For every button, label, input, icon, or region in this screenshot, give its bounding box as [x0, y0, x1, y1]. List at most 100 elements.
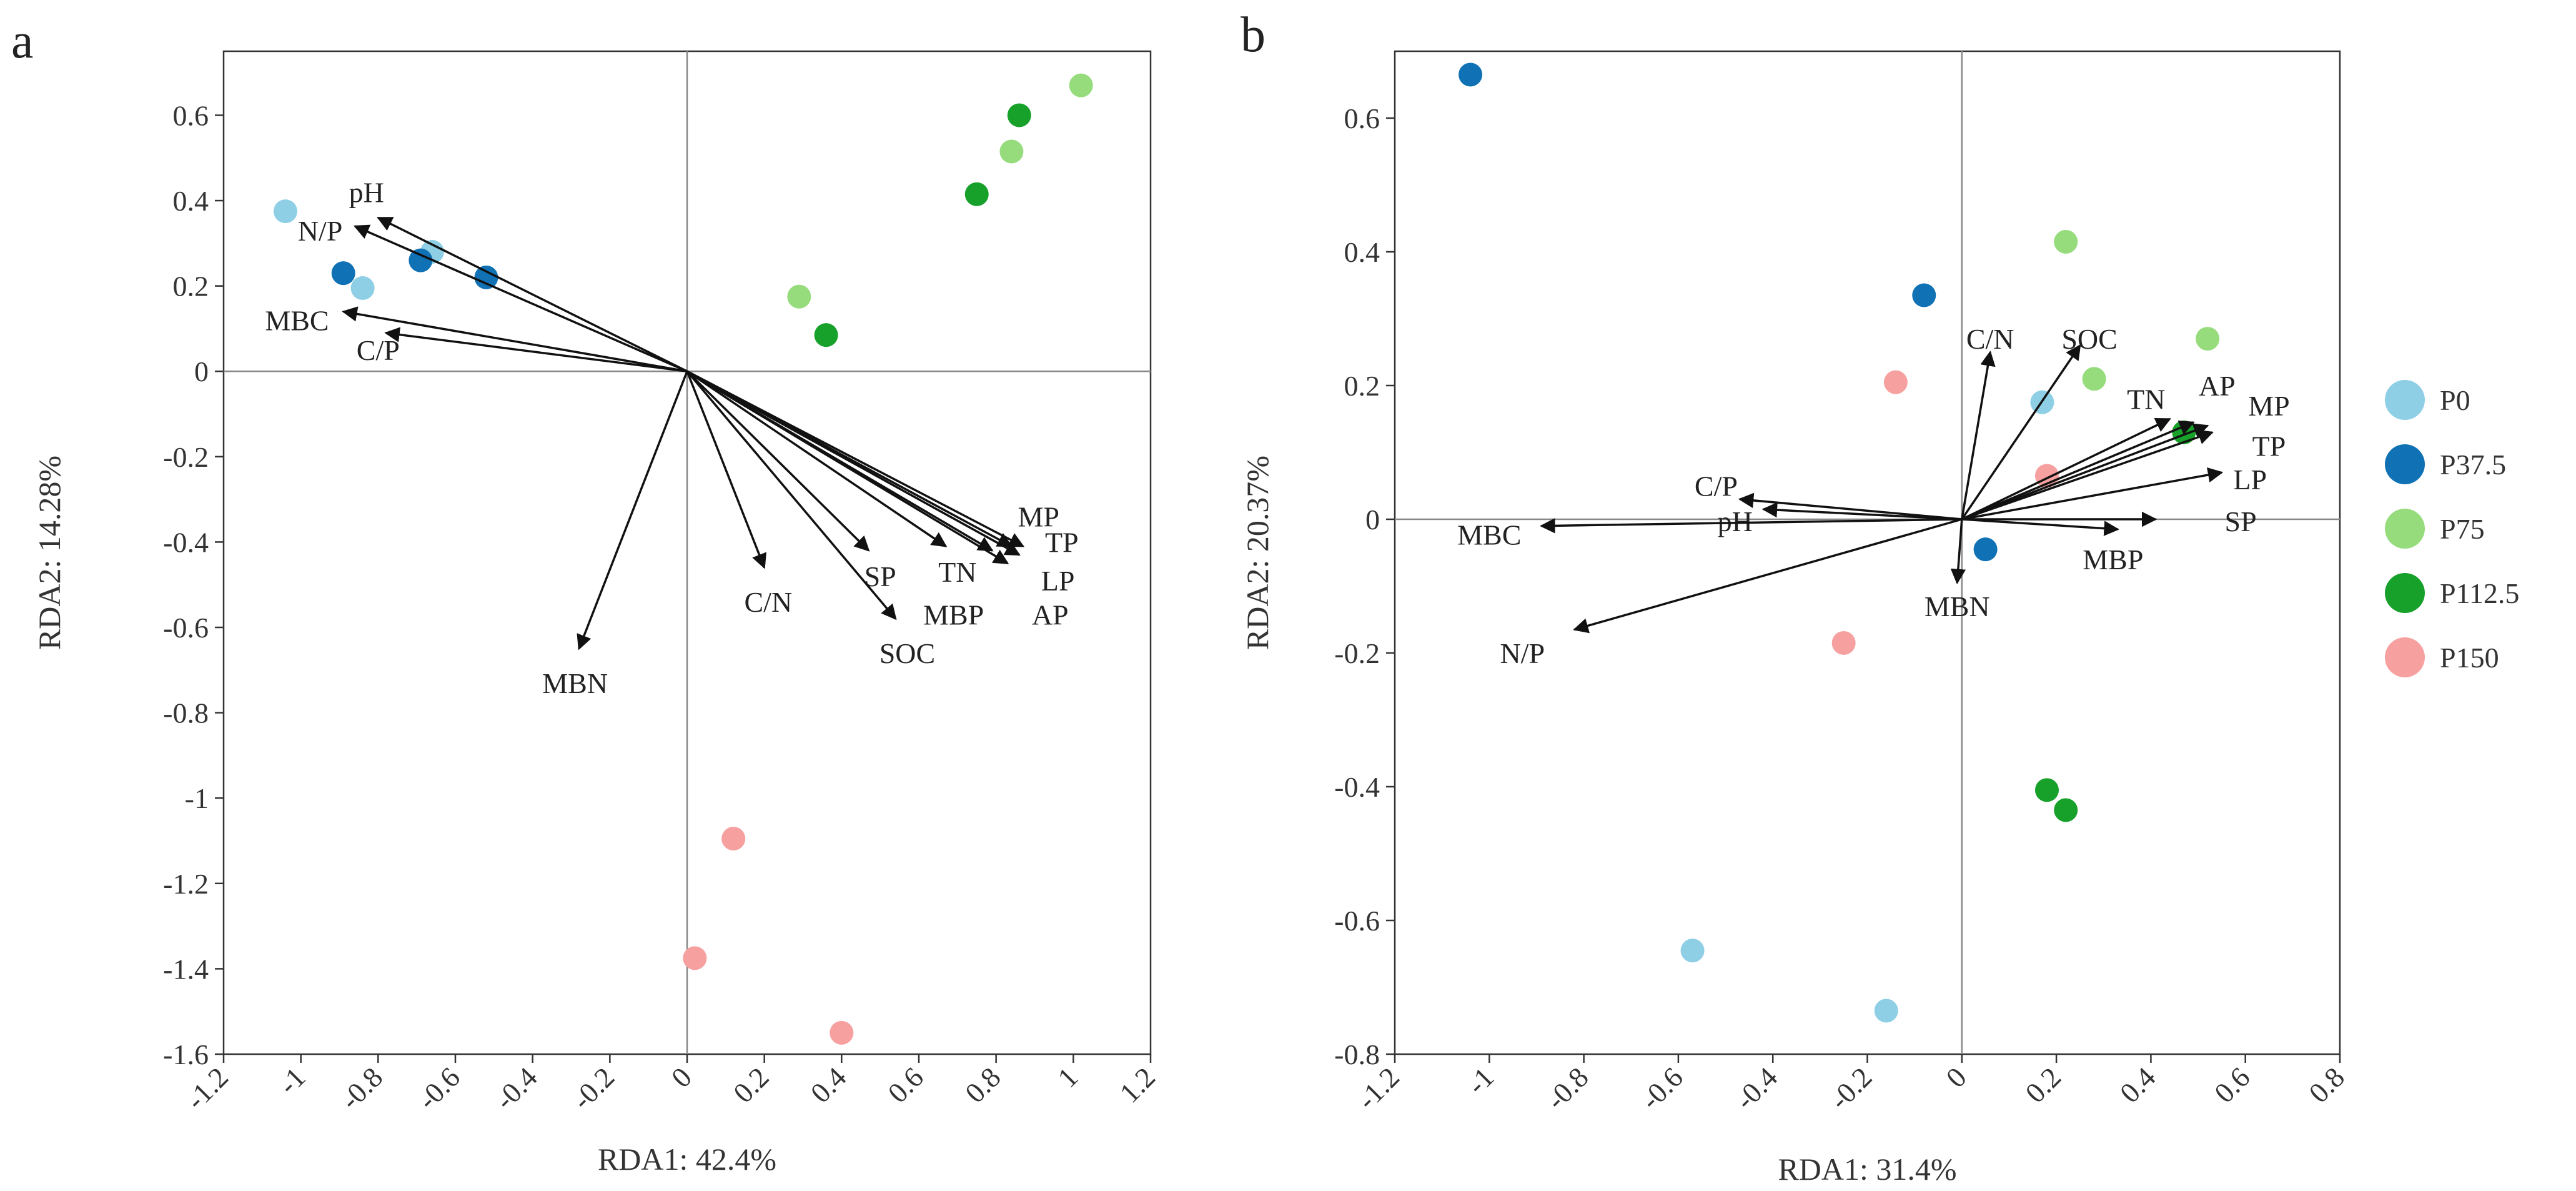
panel-a-x-tick-label: 0.2: [727, 1061, 775, 1109]
panel-b-y-tick-label: 0.6: [1344, 102, 1380, 134]
panel-a-y-tick-label: 0.4: [173, 185, 209, 217]
panel-b-y-tick-label: 0.2: [1344, 370, 1380, 402]
panel-b-x-tick-label: 0.8: [2302, 1061, 2351, 1109]
panel-b-x-tick-label: 0.6: [2208, 1061, 2256, 1109]
panel-a-vector-c-p: [384, 327, 688, 372]
panel-a-x-tick-label: -0.4: [488, 1061, 543, 1116]
panel-b-y-tick-label: -0.8: [1334, 1039, 1380, 1070]
panel-b-vector-mbn: [1950, 519, 1966, 585]
panel-a-vector-tp: [686, 370, 1025, 547]
panel-a-y-tick-label: -1.2: [163, 868, 209, 900]
panel-a-point-p75: [787, 284, 811, 309]
panel-a-vector-label-ap: AP: [1032, 599, 1069, 631]
panel-a-point-p150: [683, 946, 707, 970]
panel-a-x-tick-label: -0.6: [412, 1061, 467, 1116]
panel-a-x-tick-label: 0.6: [881, 1061, 929, 1109]
panel-a-vector-n-p: [353, 224, 688, 372]
panel-a-x-tick-label: 0.4: [805, 1061, 853, 1109]
panel-a-y-tick-label: -0.8: [163, 697, 209, 729]
legend-marker-p0: [2385, 380, 2425, 420]
panel-b-x-axis-title: RDA1: 31.4%: [1778, 1152, 1956, 1187]
panel-a-vector-ph: [377, 216, 688, 372]
panel-b-x-tick-label: -0.4: [1729, 1061, 1784, 1116]
panel-a-x-tick-label: -1: [272, 1061, 312, 1100]
panel-b-point-p112-5: [2034, 778, 2059, 802]
panel-a-point-p37-5: [474, 265, 498, 289]
panel-a-vector-label-mbp: MBP: [923, 599, 984, 631]
panel-a-x-tick-label: 0.8: [959, 1061, 1007, 1109]
panel-a-point-p112-5: [1007, 103, 1031, 127]
panel-b-vector-label-mp: MP: [2248, 390, 2289, 422]
panel-b-vector-c-n: [1961, 351, 1996, 520]
panel-a-y-tick-label: -0.4: [163, 526, 209, 558]
panel-b-y-axis-title: RDA2: 20.37%: [1240, 456, 1275, 650]
panel-b-point-p112-5: [2054, 798, 2078, 822]
panel-a-point-p37-5: [331, 261, 355, 286]
panel-a-vector-tn: [686, 370, 948, 547]
panel-a-point-p37-5: [409, 248, 433, 272]
panel-a-y-tick-label: 0.6: [173, 99, 209, 131]
legend-marker-p37-5: [2385, 444, 2425, 484]
panel-b-x-tick-label: 0.2: [2019, 1061, 2067, 1109]
panel-b-vector-ap: [1961, 421, 2195, 521]
legend-label: P112.5: [2440, 577, 2519, 609]
panel-a: 0.6 0.4 0.2 0 -0.2 -0.4 -0.6 -0.8 -1 -1.2 -1.4 -1.6…: [11, 14, 1161, 1177]
panel-a-point-p150: [830, 1020, 854, 1045]
panel-a-vector-label-soc: SOC: [879, 637, 935, 669]
panel-a-x-tick-label: -0.8: [334, 1061, 389, 1116]
panel-b-vector-label-sp: SP: [2225, 506, 2257, 537]
panel-a-letter: a: [11, 14, 34, 69]
panel-a-point-p150: [721, 827, 746, 851]
panel-a-x-tick-label: 1.2: [1113, 1061, 1161, 1109]
panel-a-vector-label-mbn: MBN: [542, 667, 608, 699]
panel-a-vector-lp: [686, 370, 1009, 565]
panel-b-point-p150: [1883, 370, 1908, 394]
panel-a-point-p0: [273, 199, 297, 224]
legend-marker-p112-5: [2385, 573, 2425, 613]
panel-b-vector-label-mbn: MBN: [1925, 591, 1990, 622]
panel-a-x-tick-label: 0: [665, 1061, 698, 1094]
panel-a-vector-c-n: [686, 371, 766, 569]
panel-b-point-p75: [2054, 229, 2078, 254]
panel-a-vector-mbc: [342, 306, 688, 372]
panel-b-letter: b: [1241, 7, 1266, 62]
panel-b-vector-mbp: [1961, 518, 2119, 536]
panel-a-point-p0: [350, 276, 375, 301]
panel-b-vector-label-c-n: C/N: [1966, 323, 2014, 355]
panel-b-y-tick-label: 0: [1365, 504, 1380, 536]
panel-b-vector-tn: [1961, 417, 2171, 521]
panel-a-point-p75: [999, 139, 1024, 164]
panel-a-y-tick-label: 0: [194, 356, 209, 387]
panel-a-y-tick-label: -0.2: [163, 441, 209, 473]
legend-label: P150: [2440, 642, 2499, 674]
panel-b-point-p37-5: [1459, 62, 1483, 87]
panel-b-point-p150: [1831, 630, 1856, 655]
panel-b-vector-label-ph: pH: [1718, 506, 1753, 537]
panel-a-vector-label-c-p: C/P: [357, 334, 400, 366]
panel-b-point-p37-5: [1912, 283, 1936, 307]
panel-a-y-tick-label: -1.6: [163, 1039, 209, 1070]
panel-b-point-p37-5: [1973, 537, 1998, 562]
panel-b-point-p0: [1680, 939, 1705, 963]
panel-b: 0.60.40.20-0.2-0.4-0.6-0.8-1.2 -1 -0.8 -0.6…: [1240, 7, 2351, 1187]
panel-a-x-tick-label: 1: [1051, 1061, 1084, 1094]
legend-marker-p150: [2385, 637, 2425, 677]
panel-b-vector-lp: [1961, 467, 2224, 521]
panel-b-x-tick-label: 0.4: [2114, 1061, 2162, 1109]
panel-b-plot-frame: [1394, 50, 2341, 1055]
panel-a-point-p112-5: [964, 182, 989, 206]
panel-b-y-tick-label: -0.2: [1334, 637, 1380, 669]
panel-a-y-tick-label: -1.4: [163, 953, 209, 985]
panel-b-point-p75: [2196, 327, 2220, 351]
panel-b-vector-soc: [1961, 344, 2081, 520]
panel-b-y-tick-label: 0.4: [1344, 236, 1380, 268]
panel-a-x-tick-label: -0.2: [566, 1061, 621, 1116]
panel-a-vector-label-ph: pH: [349, 176, 384, 208]
legend-label: P75: [2440, 513, 2485, 545]
panel-a-vector-label-n-p: N/P: [298, 215, 343, 247]
panel-b-point-p75: [2082, 367, 2106, 391]
panel-b-vector-label-soc: SOC: [2061, 323, 2117, 355]
panel-a-vector-mbn: [577, 371, 688, 650]
panel-b-vector-label-ap: AP: [2199, 370, 2236, 402]
panel-a-vector-label-mp: MP: [1018, 501, 1059, 532]
